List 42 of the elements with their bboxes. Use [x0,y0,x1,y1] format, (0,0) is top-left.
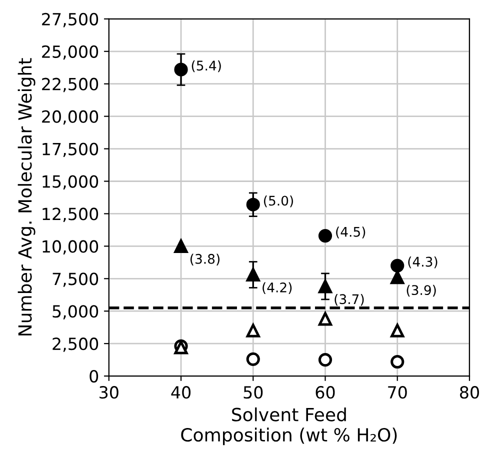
annotation: (4.2) [262,282,292,294]
point [318,228,332,243]
y-tick-label: 12,500 [42,208,98,222]
x-tick-label: 80 [460,386,479,399]
y-axis-title: Number Avg. Molecular Weight [18,58,36,336]
annotation: (4.3) [408,256,438,268]
y-tick-label: 20,000 [42,110,98,125]
annotation: (3.9) [406,284,436,297]
point [390,258,404,272]
point [390,324,404,338]
y-tick-label: 17,500 [42,142,98,158]
x-tick-label: 30 [100,386,118,399]
x-tick-label: 70 [388,386,407,399]
annotation: (5.4) [192,60,221,72]
y-tick-label: 7,500 [52,272,98,287]
y-tick-label: 2,500 [52,338,98,352]
y-tick-label: 27,500 [42,12,98,28]
point [318,280,332,294]
point [174,62,188,76]
x-tick-label: 60 [316,386,335,399]
x-tick-label: 40 [171,386,191,399]
x-tick-label: 50 [244,386,263,399]
annotation: (4.5) [336,226,366,238]
x-axis-title: Solvent Feed Composition (wt % H₂O) [181,407,397,446]
y-tick-label: 15,000 [42,175,98,190]
annotation: (5.0) [264,195,293,208]
y-tick-label: 25,000 [42,45,98,60]
y-tick-label: 5,000 [52,305,98,320]
y-tick-label: 0 [90,370,98,383]
y-tick-label: 10,000 [42,240,98,254]
point [390,354,404,369]
point [318,352,332,367]
point [246,198,260,212]
annotation: (3.8) [190,254,220,266]
point [174,239,188,253]
point [246,268,260,282]
annotation: (3.7) [334,294,364,306]
point [318,312,332,326]
point [246,324,260,338]
point [246,352,260,366]
point [390,270,404,284]
y-tick-label: 22,500 [42,78,98,92]
